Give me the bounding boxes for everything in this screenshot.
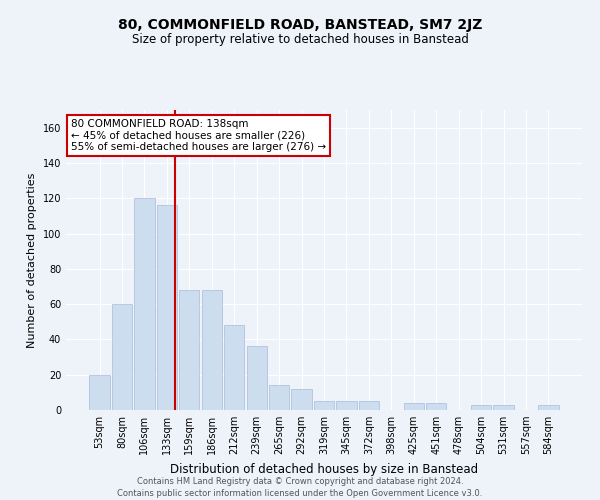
Bar bbox=[493, 404, 514, 410]
Bar bbox=[426, 403, 446, 410]
Y-axis label: Number of detached properties: Number of detached properties bbox=[27, 172, 37, 348]
Bar bbox=[247, 346, 267, 410]
Text: Size of property relative to detached houses in Banstead: Size of property relative to detached ho… bbox=[131, 32, 469, 46]
Bar bbox=[538, 404, 559, 410]
Bar bbox=[404, 403, 424, 410]
Bar bbox=[224, 326, 244, 410]
Text: Contains HM Land Registry data © Crown copyright and database right 2024.: Contains HM Land Registry data © Crown c… bbox=[137, 478, 463, 486]
Bar bbox=[269, 386, 289, 410]
Text: 80, COMMONFIELD ROAD, BANSTEAD, SM7 2JZ: 80, COMMONFIELD ROAD, BANSTEAD, SM7 2JZ bbox=[118, 18, 482, 32]
X-axis label: Distribution of detached houses by size in Banstead: Distribution of detached houses by size … bbox=[170, 462, 478, 475]
Bar bbox=[179, 290, 199, 410]
Bar bbox=[314, 401, 334, 410]
Bar bbox=[359, 401, 379, 410]
Bar bbox=[134, 198, 155, 410]
Bar bbox=[292, 389, 311, 410]
Bar bbox=[202, 290, 222, 410]
Bar bbox=[337, 401, 356, 410]
Bar bbox=[89, 374, 110, 410]
Text: Contains public sector information licensed under the Open Government Licence v3: Contains public sector information licen… bbox=[118, 489, 482, 498]
Text: 80 COMMONFIELD ROAD: 138sqm
← 45% of detached houses are smaller (226)
55% of se: 80 COMMONFIELD ROAD: 138sqm ← 45% of det… bbox=[71, 119, 326, 152]
Bar bbox=[112, 304, 132, 410]
Bar bbox=[471, 404, 491, 410]
Bar bbox=[157, 206, 177, 410]
